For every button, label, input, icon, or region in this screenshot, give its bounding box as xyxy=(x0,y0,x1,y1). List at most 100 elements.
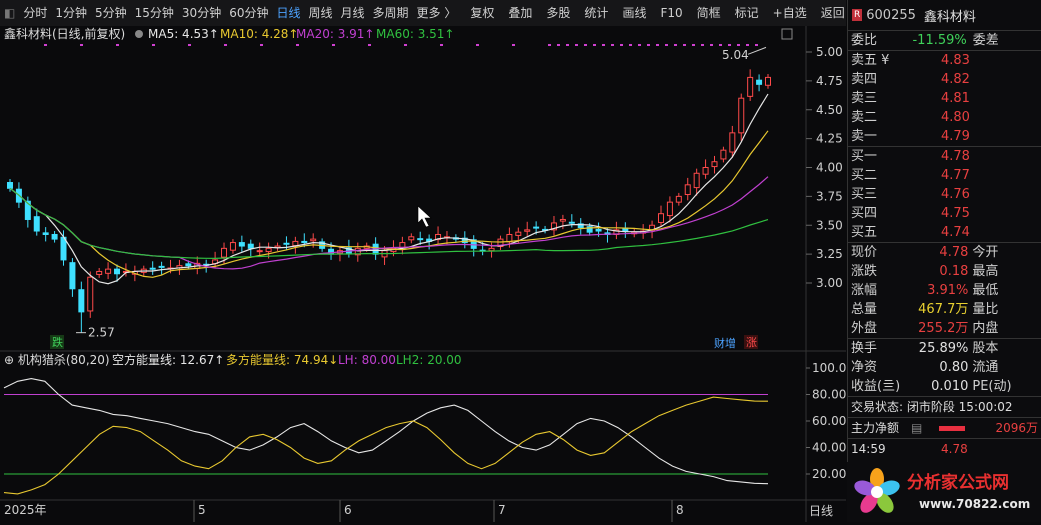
candle-body xyxy=(292,240,299,247)
signal-dot xyxy=(476,44,479,46)
candle-body xyxy=(87,276,94,312)
candle-body xyxy=(720,149,727,160)
tab-60分钟[interactable]: 60分钟 xyxy=(229,6,269,20)
price-tick: 3.50 xyxy=(816,218,843,232)
candle-body xyxy=(69,262,76,290)
table-icon[interactable]: ▤ xyxy=(911,421,923,435)
signal-dot xyxy=(665,44,668,46)
candle-body xyxy=(7,182,13,189)
book-price: 4.78 xyxy=(941,149,970,164)
chart-title: 鑫科材料(日线,前复权) xyxy=(4,26,125,41)
main-net-bar xyxy=(939,426,965,431)
signal-dot xyxy=(566,44,569,46)
candle-body xyxy=(738,97,745,134)
candle-body xyxy=(435,233,442,241)
stats-block-2: 换手 25.89% 股本 净资 0.80 流通 收益(亖) 0.010 PE(动) xyxy=(848,338,1041,396)
kline-chart[interactable]: 鑫科材料(日线,前复权) MA5: 4.53↑ MA10: 4.28↑MA20: 3… xyxy=(0,26,846,522)
stat-row: 总量 467.7万 量比 xyxy=(848,300,1041,319)
candle-body xyxy=(497,238,504,248)
candle-body xyxy=(488,247,495,252)
panel-toggle-icon[interactable]: ◧ xyxy=(4,6,16,20)
tab-F10[interactable]: F10 xyxy=(660,6,683,20)
tab-画线[interactable]: 画线 xyxy=(622,6,647,20)
tab-复权[interactable]: 复权 xyxy=(470,6,495,20)
book-row[interactable]: 卖三 4.81 xyxy=(848,89,1041,108)
tab-简框[interactable]: 简框 xyxy=(696,6,721,20)
caizeng-badge: 财增 xyxy=(714,336,736,350)
tab-日线[interactable]: 日线 xyxy=(276,6,301,20)
book-row[interactable]: 买五 4.74 xyxy=(848,223,1041,242)
signal-dot xyxy=(557,44,560,46)
book-row[interactable]: 买二 4.77 xyxy=(848,166,1041,185)
xaxis-label: 5 xyxy=(198,503,206,517)
book-row[interactable]: 卖一 4.79 xyxy=(848,127,1041,146)
tab-15分钟[interactable]: 15分钟 xyxy=(134,6,174,20)
tab-+自选[interactable]: +自选 xyxy=(772,6,807,20)
signal-dot xyxy=(80,44,83,46)
candle-body xyxy=(185,263,192,267)
stat-value: 0.010 xyxy=(931,379,969,394)
book-row[interactable]: 卖四 4.82 xyxy=(848,70,1041,89)
book-row[interactable]: 买三 4.76 xyxy=(848,185,1041,204)
sell-book: 卖五 ¥ 4.83 卖四 4.82 卖三 4.81 卖二 4.80 卖一 4.79 xyxy=(848,50,1041,146)
candle-body xyxy=(533,226,540,229)
tab-5分钟[interactable]: 5分钟 xyxy=(95,6,127,20)
book-label: 卖二 xyxy=(851,110,878,125)
candle-body xyxy=(310,238,317,242)
zhang-badge-bg xyxy=(744,335,758,349)
candle-body xyxy=(675,195,682,203)
signal-dot xyxy=(620,44,623,46)
ma60-line xyxy=(9,187,769,260)
signal-dot xyxy=(440,44,443,46)
main-net-row: 主力净额 ▤ 2096万 xyxy=(848,417,1041,438)
candle-body xyxy=(657,213,664,223)
xaxis-label: 2025年 xyxy=(4,503,47,517)
tab-叠加[interactable]: 叠加 xyxy=(508,6,533,20)
book-label: 卖一 xyxy=(851,129,878,144)
candle-body xyxy=(756,79,763,85)
book-price: 4.81 xyxy=(941,91,970,106)
tab-周线[interactable]: 周线 xyxy=(308,6,333,20)
candle-body xyxy=(24,200,31,220)
tab-返回[interactable]: 返回 xyxy=(820,6,845,20)
tab-30分钟[interactable]: 30分钟 xyxy=(181,6,222,20)
tab-标记[interactable]: 标记 xyxy=(734,6,759,20)
xaxis-label: 6 xyxy=(344,503,352,517)
zhang-badge: 涨 xyxy=(746,336,757,349)
candle-body xyxy=(96,270,103,275)
candle-body xyxy=(229,242,236,251)
weibi-row: 委比 -11.59% 委差 xyxy=(848,31,1041,50)
book-row[interactable]: 卖五 ¥ 4.83 xyxy=(848,51,1041,70)
tab-多周期[interactable]: 多周期 xyxy=(372,6,409,20)
book-row[interactable]: 卖二 4.80 xyxy=(848,108,1041,127)
tab-统计[interactable]: 统计 xyxy=(584,6,609,20)
stat-label: 涨跌 xyxy=(851,264,878,279)
short-energy-line xyxy=(3,378,769,485)
tab-多股[interactable]: 多股 xyxy=(546,6,571,20)
main-net-label: 主力净额 xyxy=(851,421,900,435)
tab-月线[interactable]: 月线 xyxy=(340,6,365,20)
stat-value: 25.89% xyxy=(918,341,969,356)
book-price: 4.79 xyxy=(941,129,970,144)
signal-dot xyxy=(737,44,740,46)
book-label: 买三 xyxy=(851,187,878,202)
candle-body xyxy=(568,221,575,224)
book-row[interactable]: 买一 4.78 xyxy=(848,147,1041,166)
tab-1分钟[interactable]: 1分钟 xyxy=(55,6,87,20)
book-row[interactable]: 买四 4.75 xyxy=(848,204,1041,223)
signal-dot xyxy=(611,44,614,46)
signal-dot xyxy=(296,44,299,46)
signal-dot xyxy=(512,44,515,46)
ma-label-3: MA60: 3.51↑ xyxy=(376,27,454,41)
candle-body xyxy=(461,237,468,244)
rzrq-badge: R xyxy=(852,9,863,21)
long-energy-line xyxy=(3,396,769,495)
tab-更多 〉[interactable]: 更多 〉 xyxy=(416,6,457,20)
window-icon xyxy=(781,28,793,40)
weicha-label: 委差 xyxy=(972,33,999,48)
candle-body xyxy=(666,201,673,217)
signal-dot xyxy=(647,44,650,46)
tab-分时[interactable]: 分时 xyxy=(23,6,48,20)
stat-label: 涨幅 xyxy=(851,283,878,298)
signal-dot xyxy=(746,44,749,46)
